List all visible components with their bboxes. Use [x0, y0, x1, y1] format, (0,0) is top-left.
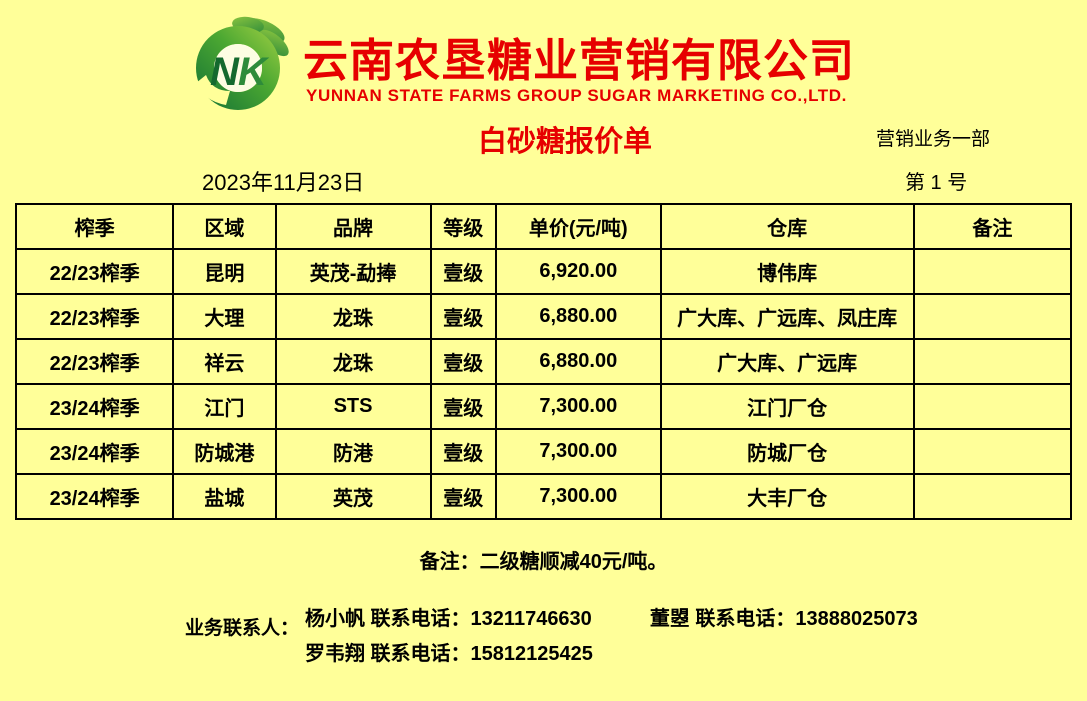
cell-region: 祥云 — [172, 338, 277, 385]
cell-season: 22/23榨季 — [14, 248, 175, 295]
col-header-season: 榨季 — [14, 203, 175, 250]
col-header-region: 区域 — [172, 203, 277, 250]
cell-warehouse: 广大库、广远库 — [659, 338, 915, 385]
cell-region: 防城港 — [172, 428, 277, 475]
document-title: 白砂糖报价单 — [478, 126, 653, 158]
cell-season: 22/23榨季 — [14, 293, 175, 340]
contact-luoweixiang: 罗韦翔 联系电话：15812125425 — [305, 643, 593, 665]
col-header-brand: 品牌 — [274, 203, 432, 250]
cell-grade: 壹级 — [429, 473, 498, 520]
cell-season: 23/24榨季 — [14, 473, 175, 520]
cell-region: 江门 — [172, 383, 277, 430]
cell-remark — [912, 383, 1073, 430]
contact-line-2: 罗韦翔 联系电话：15812125425 — [305, 637, 593, 666]
cell-brand: 英茂-勐捧 — [274, 248, 432, 295]
cell-grade: 壹级 — [429, 428, 498, 475]
cell-price: 7,300.00 — [495, 428, 662, 475]
table-row: 22/23榨季 昆明 英茂-勐捧 壹级 6,920.00 博伟库 — [14, 248, 1073, 295]
cell-warehouse: 江门厂仓 — [659, 383, 915, 430]
cell-remark — [912, 473, 1073, 520]
cell-warehouse: 防城厂仓 — [659, 428, 915, 475]
table-row: 23/24榨季 江门 STS 壹级 7,300.00 江门厂仓 — [14, 383, 1073, 430]
cell-season: 22/23榨季 — [14, 338, 175, 385]
cell-region: 昆明 — [172, 248, 277, 295]
cell-remark — [912, 293, 1073, 340]
contact-line-1: 杨小帆 联系电话：13211746630 董曌 联系电话：13888025073 — [305, 602, 918, 631]
cell-warehouse: 博伟库 — [659, 248, 915, 295]
company-name-en: YUNNAN STATE FARMS GROUP SUGAR MARKETING… — [306, 86, 847, 105]
table-row: 22/23榨季 祥云 龙珠 壹级 6,880.00 广大库、广远库 — [14, 338, 1073, 385]
contacts-label: 业务联系人： — [185, 618, 300, 639]
department-label: 营销业务一部 — [876, 129, 991, 150]
cell-season: 23/24榨季 — [14, 383, 175, 430]
col-header-warehouse: 仓库 — [659, 203, 915, 250]
cell-grade: 壹级 — [429, 248, 498, 295]
contact-dongying: 董曌 联系电话：13888025073 — [649, 608, 918, 630]
nk-leaf-swirl-icon: N K — [196, 16, 289, 110]
cell-remark — [912, 338, 1073, 385]
cell-brand: 英茂 — [274, 473, 432, 520]
svg-text:N: N — [210, 50, 240, 94]
cell-warehouse: 广大库、广远库、凤庄库 — [659, 293, 915, 340]
cell-grade: 壹级 — [429, 383, 498, 430]
cell-price: 6,920.00 — [495, 248, 662, 295]
cell-remark — [912, 428, 1073, 475]
cell-grade: 壹级 — [429, 293, 498, 340]
document-date: 2023年11月23日 — [202, 170, 365, 195]
cell-remark — [912, 248, 1073, 295]
company-name-cn: 云南农垦糖业营销有限公司 — [303, 35, 856, 86]
col-header-grade: 等级 — [429, 203, 498, 250]
col-header-price: 单价(元/吨) — [495, 203, 662, 250]
cell-brand: STS — [274, 383, 432, 430]
table-row: 22/23榨季 大理 龙珠 壹级 6,880.00 广大库、广远库、凤庄库 — [14, 293, 1073, 340]
cell-brand: 龙珠 — [274, 293, 432, 340]
col-header-remark: 备注 — [912, 203, 1073, 250]
price-table: 榨季 区域 品牌 等级 单价(元/吨) 仓库 备注 22/23榨季 昆明 英茂-… — [14, 203, 1073, 520]
cell-price: 6,880.00 — [495, 293, 662, 340]
cell-region: 盐城 — [172, 473, 277, 520]
cell-brand: 防港 — [274, 428, 432, 475]
cell-price: 6,880.00 — [495, 338, 662, 385]
document-number: 第 1 号 — [905, 172, 968, 194]
cell-price: 7,300.00 — [495, 473, 662, 520]
svg-text:K: K — [238, 50, 270, 94]
remark-note: 备注：二级糖顺减40元/吨。 — [419, 551, 668, 573]
contact-yangxiaofan: 杨小帆 联系电话：13211746630 — [305, 608, 592, 630]
cell-brand: 龙珠 — [274, 338, 432, 385]
cell-warehouse: 大丰厂仓 — [659, 473, 915, 520]
table-header-row: 榨季 区域 品牌 等级 单价(元/吨) 仓库 备注 — [14, 203, 1073, 250]
cell-price: 7,300.00 — [495, 383, 662, 430]
cell-grade: 壹级 — [429, 338, 498, 385]
company-logo: N K — [186, 13, 294, 111]
table-row: 23/24榨季 盐城 英茂 壹级 7,300.00 大丰厂仓 — [14, 473, 1073, 520]
cell-region: 大理 — [172, 293, 277, 340]
cell-season: 23/24榨季 — [14, 428, 175, 475]
table-row: 23/24榨季 防城港 防港 壹级 7,300.00 防城厂仓 — [14, 428, 1073, 475]
